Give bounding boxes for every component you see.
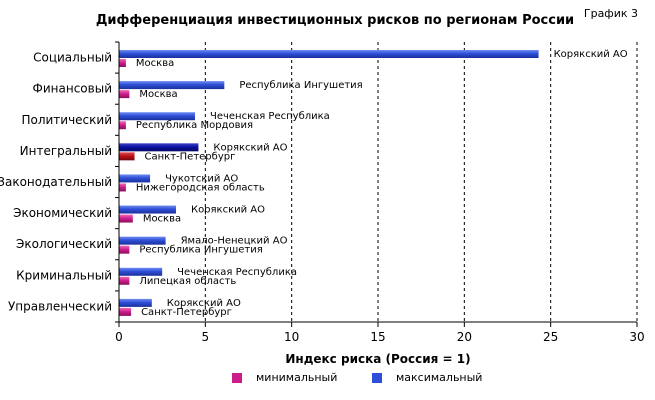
bar-min	[119, 214, 133, 223]
bar-min-region-label: Москва	[139, 89, 177, 100]
bar-min-region-label: Республика Мордовия	[136, 120, 253, 131]
bar-max-region-label: Корякский АО	[213, 142, 287, 153]
bar-min	[119, 59, 126, 67]
legend-item-max: максимальный	[372, 371, 482, 384]
bar-min-region-label: Липецкая область	[139, 276, 236, 287]
legend-swatch-max	[372, 372, 382, 383]
bar-min-region-label: Санкт-Петербург	[141, 307, 232, 318]
bar-min-region-label: Республика Ингушетия	[139, 245, 262, 256]
category-label: Законодательный	[0, 175, 112, 189]
bar-min-region-label: Нижегородская область	[136, 182, 265, 193]
bar-max	[119, 50, 539, 58]
x-axis-title: Индекс риска (Россия = 1)	[285, 352, 471, 366]
category-label: Интегральный	[20, 144, 112, 158]
legend-swatch-min	[232, 372, 242, 383]
category-label: Финансовый	[33, 82, 112, 96]
bar-min-region-label: Санкт-Петербург	[145, 151, 236, 162]
bar-min	[119, 90, 130, 99]
bar-max	[119, 236, 166, 245]
bar-max	[119, 267, 163, 276]
bar-max-region-label: Чеченская Республика	[177, 267, 297, 278]
x-tick-label: 20	[457, 330, 472, 344]
x-tick-label: 10	[284, 330, 299, 344]
bar-min	[119, 183, 126, 192]
legend-label-min: минимальный	[256, 371, 338, 384]
x-tick-label: 0	[115, 330, 123, 344]
bar-min	[119, 245, 130, 254]
bar-max	[119, 81, 225, 90]
bar-max	[119, 205, 176, 214]
bar-max-region-label: Корякский АО	[191, 205, 265, 216]
chart-title: Дифференциация инвестиционных рисков по …	[95, 13, 575, 28]
category-label: Экологический	[16, 237, 112, 251]
category-label: Управленческий	[8, 299, 112, 313]
category-label: Экономический	[13, 206, 112, 220]
bar-min	[119, 276, 130, 285]
x-tick-label: 5	[202, 330, 210, 344]
bar-max	[119, 143, 199, 152]
legend-label-max: максимальный	[396, 371, 483, 384]
bar-max	[119, 112, 195, 121]
bar-max-region-label: Ямало-Ненецкий АО	[181, 236, 288, 247]
bar-min	[119, 307, 132, 316]
category-label: Криминальный	[16, 268, 112, 282]
x-tick-label: 15	[370, 330, 385, 344]
bar-max-region-label: Чукотский АО	[165, 173, 238, 184]
bar-max	[119, 174, 151, 183]
bar-min-region-label: Москва	[143, 214, 181, 225]
bar-min	[119, 121, 126, 130]
bar-min	[119, 152, 135, 161]
bar-max-region-label: Республика Ингушетия	[239, 80, 362, 91]
chart-number: График 3	[583, 7, 638, 20]
bar-max-region-label: Корякский АО	[167, 298, 241, 309]
category-label: Политический	[21, 113, 112, 127]
bar-max	[119, 298, 152, 307]
bar-max-region-label: Корякский АО	[554, 49, 628, 60]
bar-max-region-label: Чеченская Республика	[210, 111, 330, 122]
bar-min-region-label: Москва	[136, 58, 174, 69]
x-tick-label: 30	[629, 330, 644, 344]
legend: минимальный максимальный	[0, 371, 655, 387]
category-label: Социальный	[33, 51, 112, 65]
x-tick-label: 25	[543, 330, 558, 344]
legend-item-min: минимальный	[232, 371, 337, 384]
